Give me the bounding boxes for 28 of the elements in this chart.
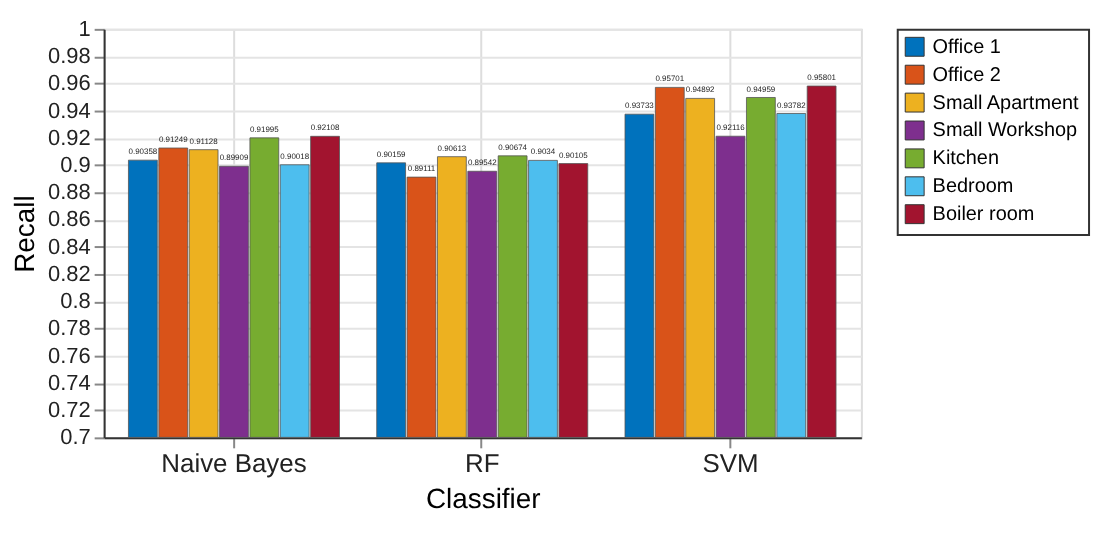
x-tick-label: RF xyxy=(465,448,500,479)
y-tick-label: 0.72 xyxy=(48,399,91,424)
legend-label: Office 2 xyxy=(932,64,1002,87)
legend-label: Office 1 xyxy=(932,36,1002,59)
y-tick-label: 0.88 xyxy=(48,181,91,206)
y-tick-label: 0.76 xyxy=(48,344,91,369)
y-tick-label: 0.96 xyxy=(48,72,91,97)
y-tick-label: 0.92 xyxy=(48,126,91,151)
y-tick-label: 0.98 xyxy=(48,45,91,70)
legend-label: Bedroom xyxy=(932,176,1014,199)
y-tick-label: 0.86 xyxy=(48,208,91,233)
y-tick-label: 0.74 xyxy=(48,371,91,396)
y-tick-label: 1 xyxy=(78,17,91,42)
y-tick-label: 0.94 xyxy=(48,99,91,124)
y-tick-label: 0.82 xyxy=(48,262,91,287)
legend-label: Small Workshop xyxy=(932,120,1079,143)
legend-label: Kitchen xyxy=(932,148,1000,171)
y-tick-label: 0.8 xyxy=(60,290,91,315)
legend-label: Boiler room xyxy=(932,204,1035,227)
x-tick-label: SVM xyxy=(702,448,759,479)
x-axis-title: Classifier xyxy=(425,482,542,515)
y-tick-label: 0.9 xyxy=(60,153,91,178)
y-tick-label: 0.78 xyxy=(48,317,91,342)
y-axis-title: Recall xyxy=(8,195,41,273)
y-tick-label: 0.84 xyxy=(48,235,91,260)
legend-label: Small Apartment xyxy=(932,92,1080,115)
x-tick-label: Naive Bayes xyxy=(161,448,307,479)
y-tick-label: 0.7 xyxy=(60,426,91,451)
